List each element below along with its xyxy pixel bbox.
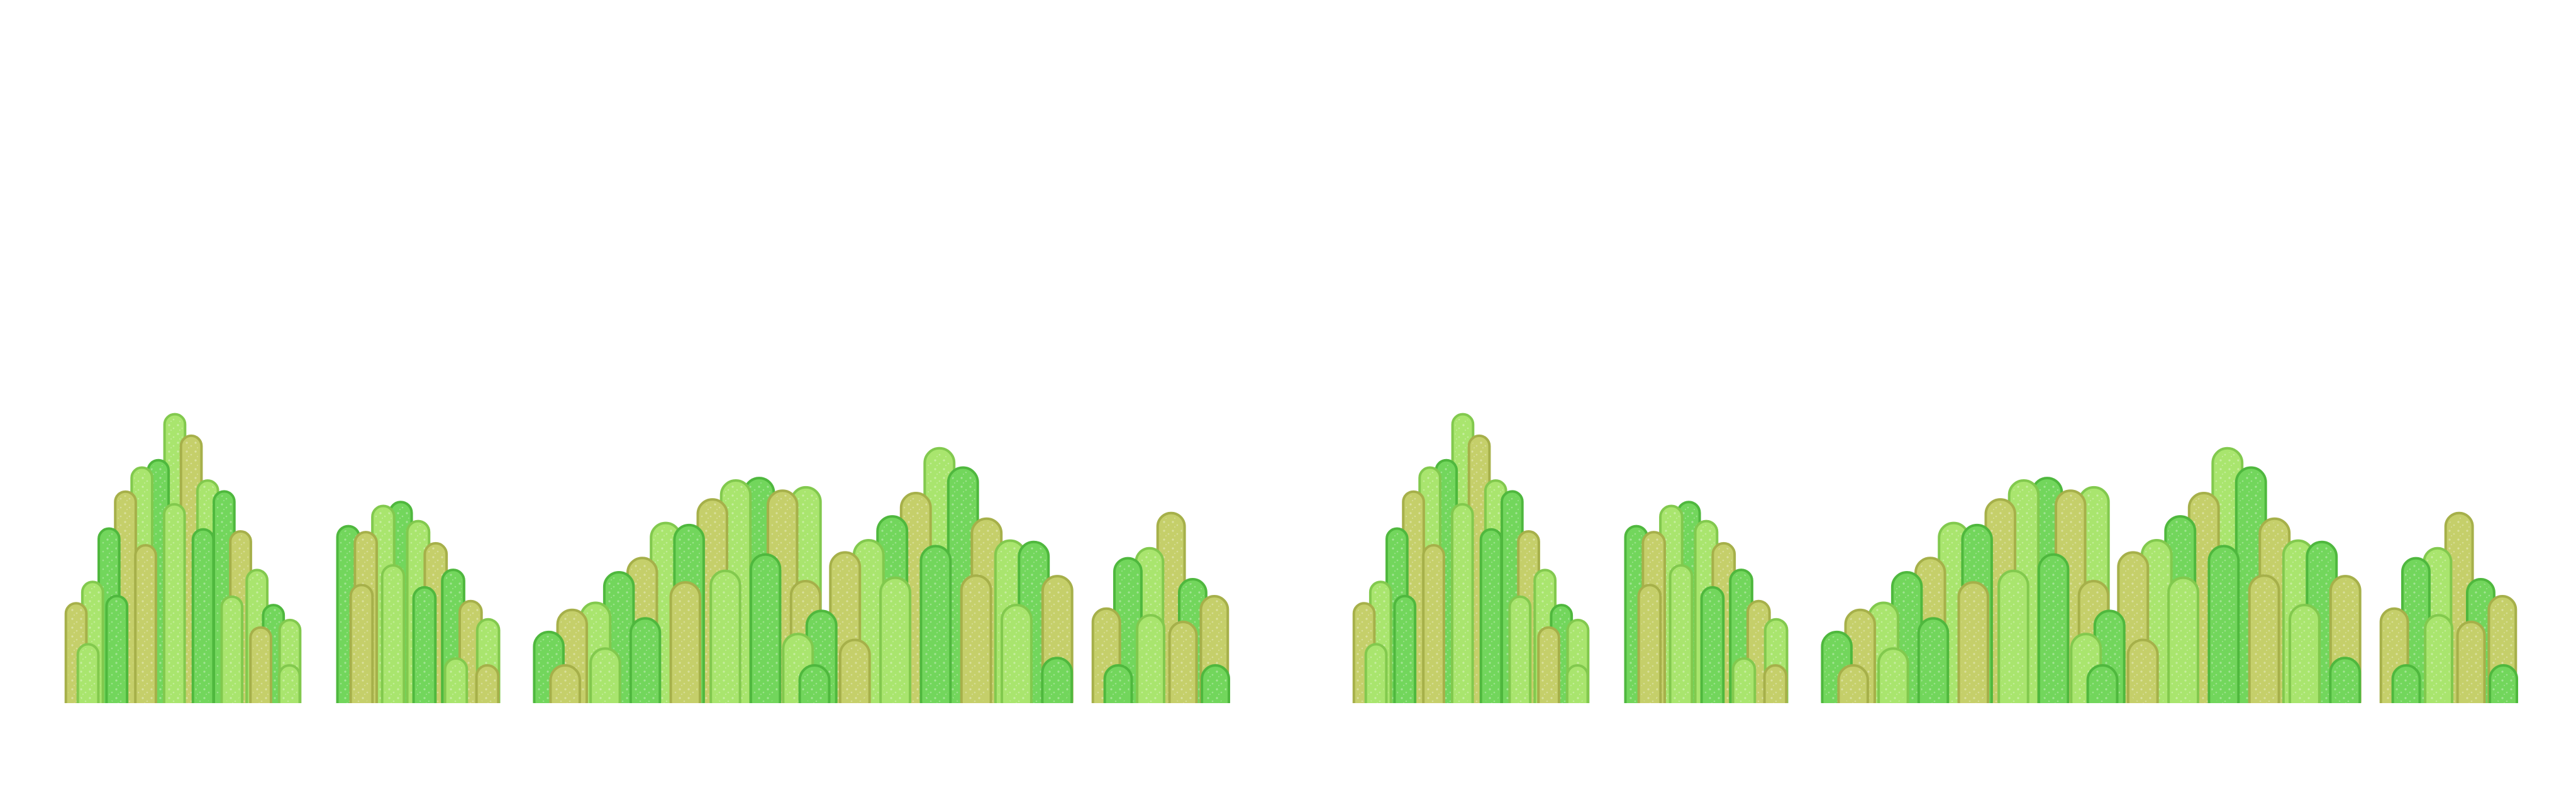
- bush-cluster-2: [336, 501, 501, 703]
- grass-blade-speckle: [2428, 619, 2450, 703]
- grass-blade-speckle: [2251, 579, 2277, 703]
- bush-cluster-3: [533, 477, 822, 703]
- grass-blade-speckle: [2333, 662, 2358, 703]
- grass-blade-speckle: [1735, 662, 1753, 703]
- grass-blade-speckle: [2041, 558, 2066, 703]
- grass-blade-speckle: [2492, 669, 2514, 703]
- grass-blade-speckle: [1881, 652, 1906, 703]
- grass-blade-speckle: [2292, 609, 2317, 703]
- grass-blade-speckle: [1841, 669, 1865, 703]
- bush-cluster-2: [1624, 501, 1789, 703]
- grass-blade-speckle: [166, 508, 182, 703]
- grass-blade-speckle: [2090, 669, 2115, 703]
- grass-blade-speckle: [1921, 622, 1946, 703]
- grass-blade-speckle: [1172, 625, 1194, 703]
- grass-blade-speckle: [1641, 589, 1658, 703]
- grass-blade-speckle: [633, 622, 658, 703]
- grass-blade-speckle: [2171, 581, 2196, 703]
- grass-blade-speckle: [253, 631, 269, 703]
- grass-blade-speckle: [713, 574, 738, 703]
- grass-blade-speckle: [109, 599, 125, 703]
- bush-cluster-4: [2379, 511, 2518, 703]
- grass-blade-speckle: [1454, 508, 1470, 703]
- grass-blade-speckle: [80, 648, 96, 703]
- grass-blade-speckle: [842, 643, 867, 703]
- grass-blade-speckle: [479, 669, 496, 703]
- grass-blade-speckle: [593, 652, 618, 703]
- grass-blade-speckle: [1704, 591, 1721, 703]
- grass-blade-speckle: [224, 600, 240, 703]
- grass-blade-speckle: [2395, 669, 2418, 703]
- grass-blade-speckle: [1426, 549, 1441, 703]
- grass-blade-speckle: [1961, 586, 1985, 703]
- grass-blade-speckle: [1204, 669, 1226, 703]
- bush-cluster-3: [2070, 447, 2362, 703]
- grass-blade-speckle: [923, 550, 948, 703]
- grass-repeat-1: [64, 413, 1230, 703]
- grass-blade-speckle: [1397, 599, 1413, 703]
- grass-blade-speckle: [1368, 648, 1384, 703]
- grass-blade-speckle: [883, 581, 908, 703]
- grass-blade-speckle: [384, 569, 402, 703]
- grass-blade-speckle: [138, 549, 153, 703]
- bush-cluster-3: [1821, 477, 2110, 703]
- grass-blade-speckle: [416, 591, 433, 703]
- grass-blade-speckle: [1672, 569, 1690, 703]
- bush-cluster-1: [64, 413, 302, 703]
- grass-blade-speckle: [1107, 669, 1130, 703]
- grass-blade-speckle: [353, 589, 370, 703]
- bush-cluster-3: [782, 447, 1074, 703]
- grass-blade-speckle: [447, 662, 465, 703]
- grass-blade-speckle: [2211, 550, 2236, 703]
- grass-blade-speckle: [1140, 619, 1162, 703]
- grass-blade-speckle: [281, 669, 297, 703]
- grass-blade-speckle: [1004, 609, 1029, 703]
- grass-blade-speckle: [1767, 669, 1784, 703]
- grass-blade-speckle: [1483, 533, 1499, 703]
- grass-blade-speckle: [1541, 631, 1557, 703]
- grass-blade-speckle: [963, 579, 989, 703]
- grass-layer: [64, 413, 2518, 703]
- grass-blade-speckle: [802, 669, 827, 703]
- grass-blade-speckle: [1512, 600, 1528, 703]
- bush-cluster-1: [1352, 413, 1590, 703]
- grass-blade-speckle: [1569, 669, 1585, 703]
- grass-repeat-2: [1352, 413, 2518, 703]
- grass-blade-speckle: [2460, 625, 2482, 703]
- grass-blade-speckle: [673, 586, 697, 703]
- grass-blade-speckle: [2130, 643, 2155, 703]
- grass-blade-speckle: [2001, 574, 2026, 703]
- grass-blade-speckle: [1045, 662, 1070, 703]
- grass-blade-speckle: [553, 669, 577, 703]
- grass-blade-speckle: [195, 533, 211, 703]
- bush-cluster-4: [1091, 511, 1230, 703]
- grass-blade-speckle: [753, 558, 778, 703]
